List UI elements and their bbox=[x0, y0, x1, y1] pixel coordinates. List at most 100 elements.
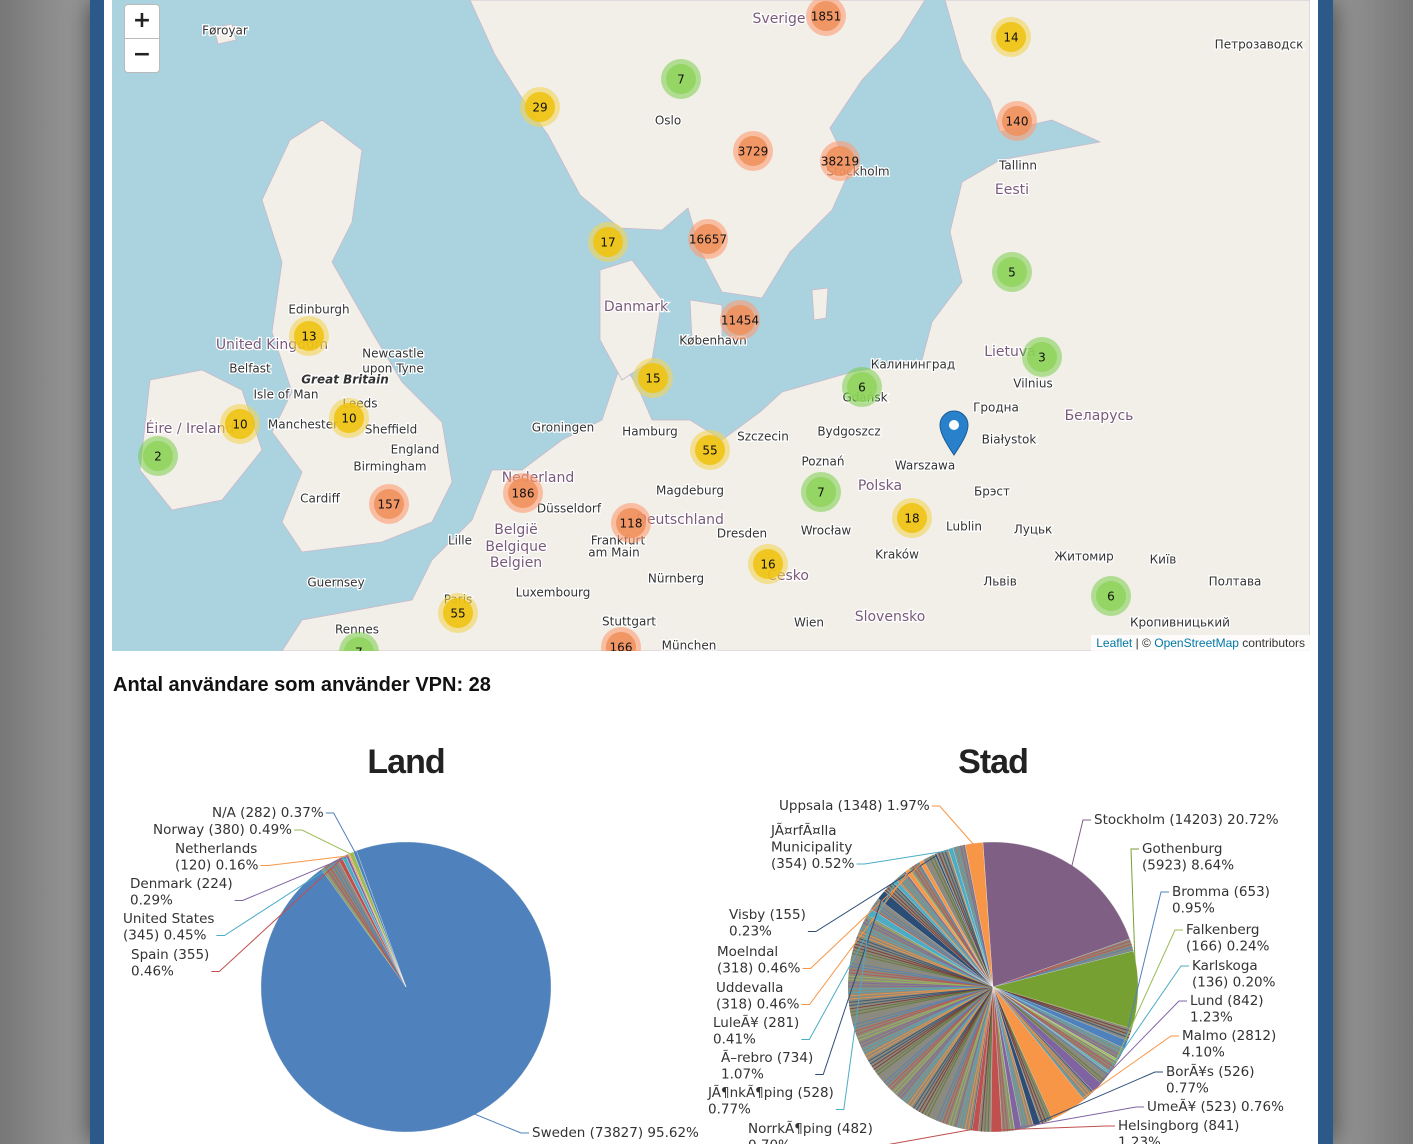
cluster-core bbox=[443, 598, 473, 628]
place-label: Bydgoszcz bbox=[817, 425, 880, 439]
place-label: Львів bbox=[983, 575, 1017, 589]
cluster-core bbox=[725, 305, 755, 335]
place-label: Беларусь bbox=[1065, 408, 1134, 424]
cluster-count: 5 bbox=[1008, 266, 1016, 280]
cluster-count: 157 bbox=[378, 498, 401, 512]
marker-cluster[interactable]: 5 bbox=[992, 252, 1032, 292]
place-label: Полтава bbox=[1209, 575, 1262, 589]
marker-cluster[interactable]: 118 bbox=[611, 503, 651, 543]
place-label: Wrocław bbox=[801, 524, 852, 538]
cluster-core bbox=[638, 363, 668, 393]
place-label: Rennes bbox=[335, 623, 379, 637]
marker-cluster[interactable]: 6 bbox=[842, 367, 882, 407]
marker-cluster[interactable]: 7 bbox=[661, 59, 701, 99]
cluster-count: 18 bbox=[904, 512, 919, 526]
marker-cluster[interactable]: 16 bbox=[748, 544, 788, 584]
marker-cluster[interactable]: 7 bbox=[801, 472, 841, 512]
osm-link[interactable]: OpenStreetMap bbox=[1154, 636, 1239, 650]
cluster-count: 17 bbox=[600, 236, 615, 250]
marker-cluster[interactable]: 11454 bbox=[720, 300, 760, 340]
marker-cluster[interactable]: 17 bbox=[588, 222, 628, 262]
marker-cluster[interactable]: 14 bbox=[991, 17, 1031, 57]
cluster-core bbox=[344, 637, 374, 651]
cluster-count: 13 bbox=[301, 330, 316, 344]
cluster-core bbox=[143, 441, 173, 471]
marker-cluster[interactable]: 10 bbox=[329, 398, 369, 438]
cluster-core bbox=[825, 146, 855, 176]
place-label: Newcastle bbox=[362, 347, 424, 361]
place-label: Düsseldorf bbox=[537, 502, 602, 516]
marker-cluster[interactable]: 15 bbox=[633, 358, 673, 398]
marker-cluster[interactable]: 10 bbox=[220, 404, 260, 444]
place-label: am Main bbox=[588, 546, 640, 560]
cluster-core bbox=[1096, 581, 1126, 611]
marker-cluster[interactable]: 140 bbox=[997, 101, 1037, 141]
place-label: Groningen bbox=[532, 421, 594, 435]
marker-cluster[interactable]: 186 bbox=[503, 473, 543, 513]
marker-cluster[interactable]: 55 bbox=[438, 593, 478, 633]
scandinavia bbox=[469, 0, 926, 299]
marker-cluster[interactable]: 13 bbox=[289, 316, 329, 356]
place-label: Luxembourg bbox=[516, 586, 591, 600]
marker-cluster[interactable]: 7 bbox=[339, 632, 379, 651]
zealand bbox=[689, 299, 723, 343]
cluster-count: 38219 bbox=[821, 155, 859, 169]
cluster-core bbox=[997, 257, 1027, 287]
marker-cluster[interactable]: 18 bbox=[892, 498, 932, 538]
cluster-count: 7 bbox=[677, 73, 685, 87]
place-label: Belgique bbox=[485, 539, 546, 555]
place-label: Eesti bbox=[995, 182, 1029, 198]
place-label: Warszawa bbox=[895, 459, 955, 473]
marker-cluster[interactable]: 1851 bbox=[806, 0, 846, 36]
cluster-count: 166 bbox=[610, 641, 633, 652]
cluster-core bbox=[666, 64, 696, 94]
place-label: Great Britain bbox=[301, 373, 389, 387]
attribution: Leaflet | © OpenStreetMap contributors bbox=[1091, 635, 1310, 651]
place-label: Polska bbox=[858, 478, 902, 494]
marker-cluster[interactable]: 3 bbox=[1022, 337, 1062, 377]
marker-cluster[interactable]: 55 bbox=[690, 430, 730, 470]
marker-cluster[interactable]: 166 bbox=[601, 627, 641, 651]
place-label: Slovensko bbox=[855, 609, 926, 625]
cluster-count: 118 bbox=[620, 517, 643, 531]
place-label: Isle of Man bbox=[253, 388, 318, 402]
cluster-count: 14 bbox=[1003, 31, 1018, 45]
place-label: Kraków bbox=[875, 548, 919, 562]
leaflet-link[interactable]: Leaflet bbox=[1096, 636, 1133, 650]
place-label: Birmingham bbox=[353, 460, 426, 474]
marker-cluster[interactable]: 16657 bbox=[688, 219, 728, 259]
cluster-core bbox=[593, 227, 623, 257]
cluster-count: 3729 bbox=[738, 145, 769, 159]
zoom-out[interactable]: − bbox=[124, 38, 160, 73]
place-label: Belgien bbox=[490, 555, 542, 571]
cluster-count: 15 bbox=[645, 372, 660, 386]
place-label: Magdeburg bbox=[656, 484, 724, 498]
marker-cluster[interactable]: 6 bbox=[1091, 576, 1131, 616]
attribution-sep: | © bbox=[1135, 636, 1151, 650]
marker-cluster[interactable]: 157 bbox=[369, 484, 409, 524]
marker-cluster[interactable]: 29 bbox=[520, 87, 560, 127]
zoom-in[interactable]: + bbox=[124, 4, 160, 39]
place-label: Deutschland bbox=[636, 512, 724, 528]
place-label: Sverige bbox=[753, 11, 806, 27]
cluster-core bbox=[753, 549, 783, 579]
cluster-core bbox=[897, 503, 927, 533]
cluster-count: 16 bbox=[760, 558, 775, 572]
place-label: Петрозаводск bbox=[1215, 38, 1304, 52]
place-label: München bbox=[662, 639, 717, 652]
place-label: Føroyar bbox=[202, 24, 248, 38]
marker-cluster[interactable]: 38219 bbox=[820, 141, 860, 181]
place-label: Калининград bbox=[871, 358, 955, 372]
marker-cluster[interactable]: 3729 bbox=[733, 131, 773, 171]
place-label: Житомир bbox=[1054, 550, 1114, 564]
cluster-core bbox=[616, 508, 646, 538]
cluster-count: 186 bbox=[512, 487, 535, 501]
marker-cluster[interactable]: 2 bbox=[138, 436, 178, 476]
cluster-core bbox=[738, 136, 768, 166]
place-label: België bbox=[494, 522, 538, 538]
cluster-core bbox=[996, 22, 1026, 52]
gotland bbox=[811, 287, 829, 321]
